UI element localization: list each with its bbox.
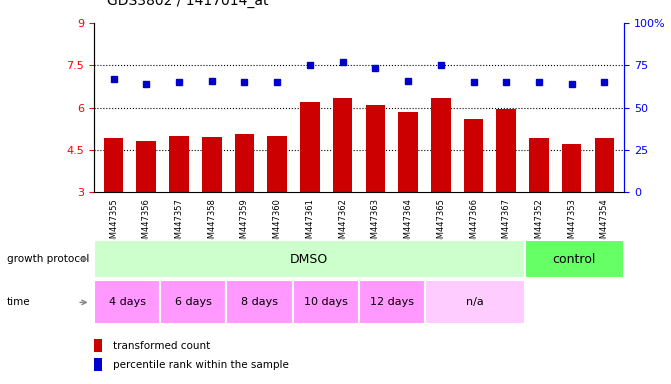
Text: transformed count: transformed count [113,341,211,351]
Bar [202,137,221,192]
Text: 10 days: 10 days [304,297,348,308]
Bar [425,280,525,324]
Bar [300,102,319,192]
Bar [525,240,624,278]
Bar [267,136,287,192]
Bar [464,119,483,192]
Text: DMSO: DMSO [290,253,328,266]
Bar [293,280,359,324]
Bar [562,144,582,192]
Text: time: time [7,297,30,308]
Bar [529,139,549,192]
Text: 6 days: 6 days [175,297,212,308]
Bar [94,240,525,278]
Text: control: control [553,253,596,266]
Bar [595,139,614,192]
Text: growth protocol: growth protocol [7,254,89,264]
Text: 4 days: 4 days [109,297,146,308]
Text: GDS3802 / 1417014_at: GDS3802 / 1417014_at [107,0,269,8]
Bar [431,98,451,192]
Bar [399,112,418,192]
Bar [169,136,189,192]
Bar [366,105,385,192]
Bar [160,280,227,324]
Bar [136,141,156,192]
Text: n/a: n/a [466,297,484,308]
Bar [94,280,160,324]
Bar [497,109,516,192]
Bar [104,139,123,192]
Text: 8 days: 8 days [241,297,278,308]
Bar [359,280,425,324]
Bar [94,339,102,352]
Bar [227,280,293,324]
Bar [333,98,352,192]
Text: percentile rank within the sample: percentile rank within the sample [113,360,289,370]
Bar [94,358,102,371]
Bar [235,134,254,192]
Text: 12 days: 12 days [370,297,414,308]
